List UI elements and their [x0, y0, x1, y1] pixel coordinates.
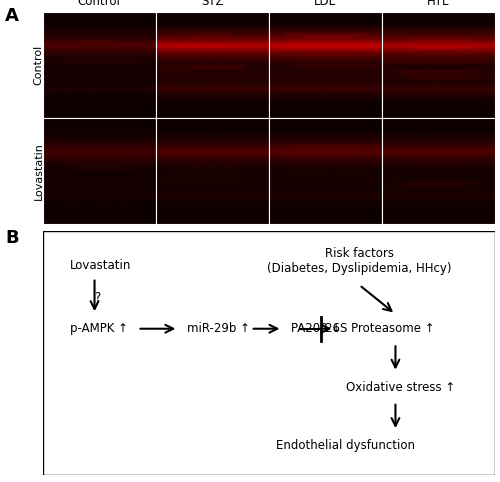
Text: STZ: STZ [201, 0, 224, 8]
Text: miR-29b ↑: miR-29b ↑ [188, 322, 250, 335]
Text: Lovastatin: Lovastatin [70, 259, 131, 272]
Text: PA200 ↓: PA200 ↓ [292, 322, 342, 335]
Text: Lovastatin: Lovastatin [34, 142, 43, 200]
Text: A: A [5, 7, 19, 25]
Text: LDL: LDL [314, 0, 336, 8]
Text: Risk factors
(Diabetes, Dyslipidemia, HHcy): Risk factors (Diabetes, Dyslipidemia, HH… [267, 247, 452, 275]
Text: HTL: HTL [427, 0, 450, 8]
Text: Oxidative stress ↑: Oxidative stress ↑ [346, 381, 455, 394]
Text: Endothelial dysfunction: Endothelial dysfunction [276, 439, 415, 452]
Text: B: B [5, 229, 18, 247]
Text: Control: Control [78, 0, 120, 8]
Text: p-AMPK ↑: p-AMPK ↑ [70, 322, 128, 335]
Text: Control: Control [34, 45, 43, 85]
Text: ?: ? [94, 291, 101, 304]
Text: 26S Proteasome ↑: 26S Proteasome ↑ [326, 322, 435, 335]
